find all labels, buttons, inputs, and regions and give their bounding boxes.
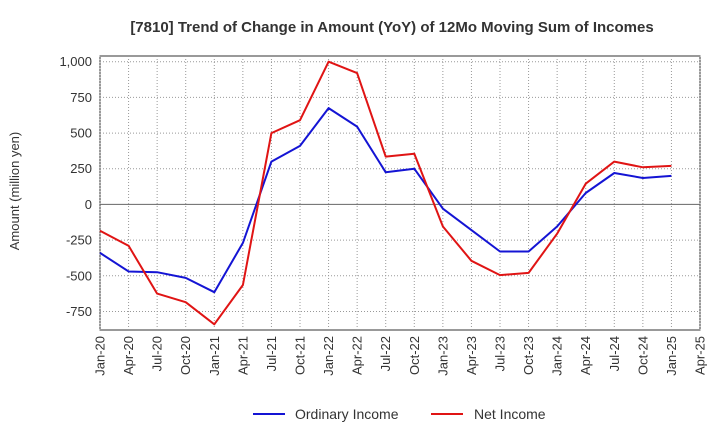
y-tick-label: 250: [70, 161, 92, 176]
x-tick-label: Apr-24: [578, 336, 593, 375]
x-tick-label: Oct-20: [178, 336, 193, 375]
y-tick-label: -750: [66, 304, 92, 319]
x-tick-label: Jul-21: [264, 336, 279, 371]
x-tick-label: Jan-24: [550, 336, 565, 376]
legend: Ordinary Income Net Income: [253, 406, 546, 422]
x-tick-label: Jul-20: [150, 336, 165, 371]
x-tick-label: Jan-22: [321, 336, 336, 376]
y-tick-label: 750: [70, 90, 92, 105]
legend-label-ordinary-income: Ordinary Income: [295, 406, 399, 422]
x-tick-label: Apr-23: [464, 336, 479, 375]
x-tick-label: Oct-23: [521, 336, 536, 375]
series-group: [99, 60, 672, 326]
x-tick-label: Jan-23: [435, 336, 450, 376]
legend-label-net-income: Net Income: [474, 406, 546, 422]
x-tick-label: Apr-22: [350, 336, 365, 375]
y-tick-label: 0: [85, 197, 92, 212]
x-tick-label: Jul-23: [493, 336, 508, 371]
x-tick-label: Oct-24: [635, 336, 650, 375]
x-tick-label: Jan-25: [664, 336, 679, 376]
x-tick-label: Jan-20: [93, 336, 108, 376]
y-tick-label: -250: [66, 233, 92, 248]
x-tick-label: Apr-20: [121, 336, 136, 375]
x-tick-label: Oct-22: [407, 336, 422, 375]
y-axis-ticks: 1,000 750 500 250 0 -250 -500 -750: [59, 54, 92, 319]
x-tick-label: Jan-21: [207, 336, 222, 376]
x-tick-label: Jul-22: [378, 336, 393, 371]
y-axis-label: Amount (million yen): [7, 132, 22, 251]
y-tick-label: 500: [70, 126, 92, 141]
x-tick-label: Oct-21: [293, 336, 308, 375]
y-tick-label: -500: [66, 268, 92, 283]
x-tick-label: Jul-24: [607, 336, 622, 371]
x-tick-label: Apr-21: [235, 336, 250, 375]
chart-title: [7810] Trend of Change in Amount (YoY) o…: [130, 19, 653, 36]
y-tick-label: 1,000: [59, 54, 92, 69]
x-axis-ticks: Jan-20 Apr-20 Jul-20 Oct-20 Jan-21 Apr-21 Jul-…: [93, 336, 708, 376]
x-tick-label: Apr-25: [693, 336, 708, 375]
